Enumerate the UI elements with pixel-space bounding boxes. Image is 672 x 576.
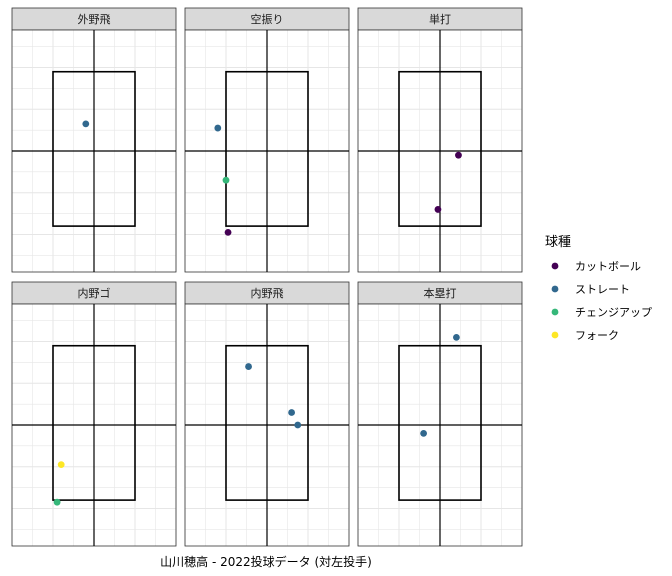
facet-panel: 外野飛 xyxy=(11,7,177,273)
chart-caption: 山川穂高 - 2022投球データ (対左投手) xyxy=(160,554,372,569)
pitch-point xyxy=(455,151,462,159)
panel-title: 本塁打 xyxy=(424,286,457,300)
pitch-point xyxy=(82,120,90,128)
legend-key xyxy=(551,308,559,316)
facet-panel: 空振り xyxy=(184,7,350,273)
facet-panel: 内野ゴ xyxy=(11,281,177,547)
panel-title: 外野飛 xyxy=(78,13,111,26)
strike-zone xyxy=(52,344,136,501)
panel-title: 内野飛 xyxy=(251,286,284,300)
legend-key xyxy=(551,285,559,293)
panel-title: 内野ゴ xyxy=(78,286,111,300)
strike-zone xyxy=(398,70,482,227)
pitch-point xyxy=(420,429,427,437)
strike-zone xyxy=(225,344,309,501)
pitch-point xyxy=(294,421,302,429)
pitch-point xyxy=(224,228,232,236)
facet-panel: 内野飛 xyxy=(184,281,350,547)
pitch-point xyxy=(245,363,252,370)
panel-title: 空振り xyxy=(251,12,284,26)
strike-zone xyxy=(225,70,309,227)
pitch-point xyxy=(434,206,442,213)
legend-key xyxy=(551,331,559,339)
legend-key xyxy=(551,262,559,270)
panel-title: 単打 xyxy=(429,12,451,26)
pitch-point xyxy=(57,461,65,469)
pitch-point xyxy=(214,124,222,132)
legend-label: カットボール xyxy=(575,260,641,273)
pitch-point xyxy=(53,498,61,506)
legend-title: 球種 xyxy=(545,234,571,250)
facet-panel: 本塁打 xyxy=(357,281,523,547)
pitch-point xyxy=(288,409,295,416)
legend-label: ストレート xyxy=(575,283,630,296)
pitch-point xyxy=(453,333,460,341)
legend-label: フォーク xyxy=(575,329,619,342)
pitch-point xyxy=(222,176,230,184)
facet-panel: 単打 xyxy=(357,7,523,273)
strike-zone xyxy=(52,70,136,227)
legend-label: チェンジアップ xyxy=(575,306,652,319)
strike-zone xyxy=(398,344,482,501)
